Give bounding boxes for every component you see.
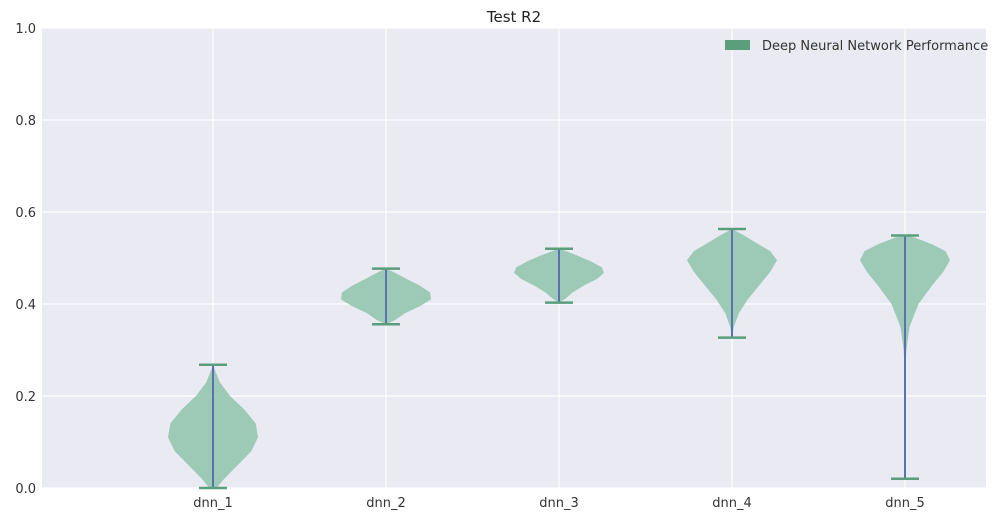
x-tick-label: dnn_3 — [539, 496, 579, 511]
y-tick-label: 0.2 — [15, 390, 36, 405]
x-tick-label: dnn_2 — [366, 496, 406, 511]
y-tick-label: 0.8 — [15, 114, 36, 129]
legend-swatch — [725, 40, 750, 50]
legend: Deep Neural Network Performance — [725, 39, 988, 54]
violins — [168, 227, 950, 490]
chart-title: Test R2 — [486, 8, 541, 26]
x-axis-ticks: dnn_1 dnn_2 dnn_3 dnn_4 dnn_5 — [193, 496, 925, 511]
x-tick-label: dnn_1 — [193, 496, 233, 511]
y-tick-label: 1.0 — [15, 22, 36, 37]
legend-label: Deep Neural Network Performance — [762, 39, 988, 54]
y-tick-label: 0.4 — [15, 298, 36, 313]
x-tick-label: dnn_4 — [712, 496, 752, 511]
x-tick-label: dnn_5 — [885, 496, 925, 511]
y-tick-label: 0.6 — [15, 206, 36, 221]
y-axis-ticks: 0.0 0.2 0.4 0.6 0.8 1.0 — [15, 22, 36, 497]
y-tick-label: 0.0 — [15, 482, 36, 497]
